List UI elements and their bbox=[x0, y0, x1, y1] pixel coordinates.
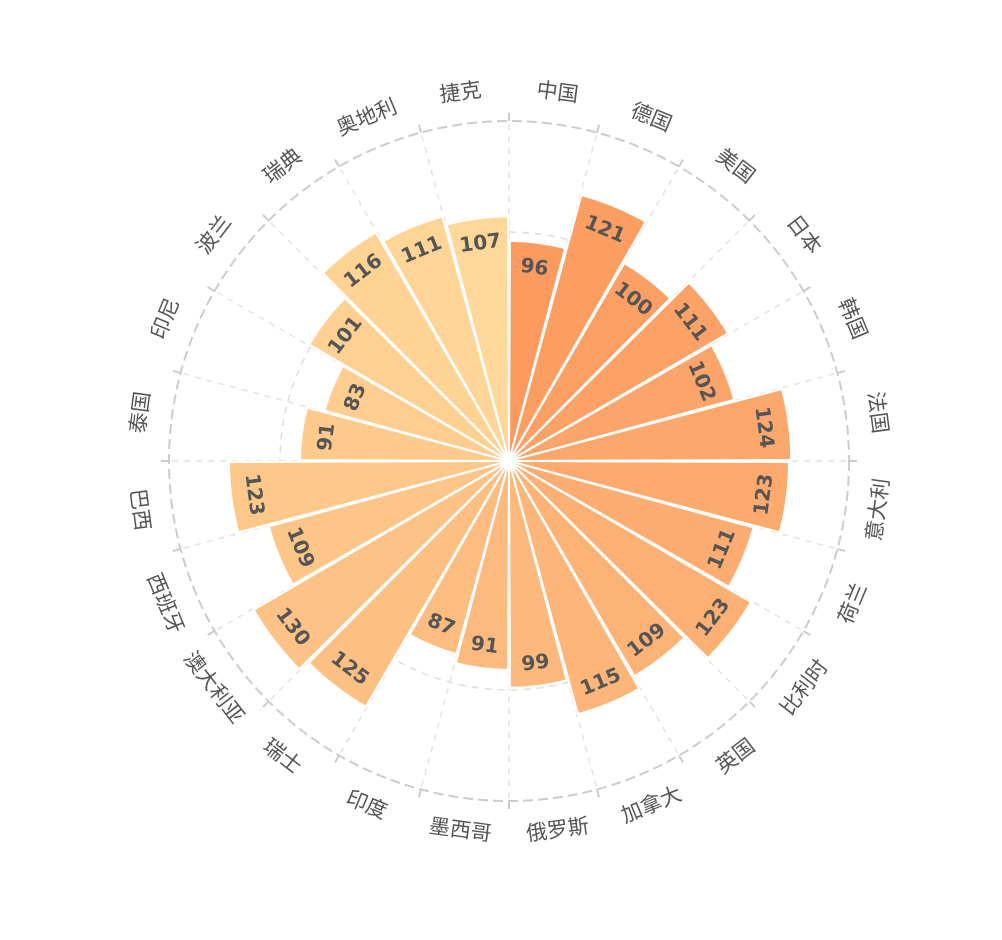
grid-layer bbox=[161, 113, 857, 809]
category-label: 中国 bbox=[535, 78, 580, 107]
category-label: 捷克 bbox=[438, 78, 483, 107]
grid-spoke bbox=[510, 467, 598, 790]
category-label: 奥地利 bbox=[333, 94, 400, 140]
axis-tick bbox=[837, 548, 846, 553]
bar-14[interactable] bbox=[408, 465, 509, 656]
axis-tick bbox=[207, 630, 216, 636]
bar-layer bbox=[227, 193, 793, 716]
axis-tick bbox=[417, 789, 422, 798]
grid-spoke bbox=[420, 132, 508, 455]
value-label: 124 bbox=[750, 405, 779, 450]
category-label: 韩国 bbox=[834, 295, 872, 343]
grid-spoke bbox=[214, 290, 504, 459]
axis-tick bbox=[802, 630, 811, 636]
value-label: 99 bbox=[520, 648, 551, 675]
category-label: 印度 bbox=[343, 786, 391, 824]
grid-spoke bbox=[420, 467, 508, 790]
axis-tick bbox=[678, 159, 684, 168]
category-label: 墨西哥 bbox=[428, 814, 494, 846]
axis-tick bbox=[262, 700, 270, 708]
bar-8[interactable] bbox=[513, 461, 755, 589]
bar-7[interactable] bbox=[514, 460, 791, 534]
category-label: 瑞士 bbox=[259, 734, 307, 779]
category-label: 巴西 bbox=[126, 487, 155, 532]
axis-tick bbox=[748, 214, 756, 222]
axis-tick bbox=[678, 754, 684, 763]
category-label: 日本 bbox=[782, 211, 827, 259]
value-label: 96 bbox=[519, 253, 550, 280]
grid-spoke bbox=[268, 465, 505, 702]
category-label: 波兰 bbox=[192, 211, 237, 259]
grid-spoke bbox=[511, 166, 680, 456]
category-label: 泰国 bbox=[126, 390, 155, 435]
bar-6[interactable] bbox=[514, 387, 793, 462]
bar-21[interactable] bbox=[307, 296, 506, 459]
bar-10[interactable] bbox=[511, 464, 686, 678]
category-label: 美国 bbox=[711, 144, 759, 189]
bar-11[interactable] bbox=[509, 465, 641, 716]
category-label: 荷兰 bbox=[834, 579, 872, 627]
value-label: 123 bbox=[241, 472, 270, 517]
axis-tick bbox=[262, 214, 270, 222]
grid-spoke bbox=[513, 220, 750, 457]
bar-17[interactable] bbox=[267, 461, 505, 586]
category-label: 瑞典 bbox=[259, 144, 307, 189]
axis-tick bbox=[596, 124, 601, 133]
grid-spoke bbox=[180, 372, 503, 460]
category-label: 德国 bbox=[627, 98, 675, 136]
grid-spoke bbox=[515, 372, 838, 460]
category-label: 西班牙 bbox=[142, 570, 188, 637]
grid-spoke bbox=[180, 462, 503, 550]
bar-20[interactable] bbox=[323, 364, 505, 461]
bar-16[interactable] bbox=[252, 463, 506, 671]
value-label: 123 bbox=[748, 472, 777, 517]
grid-spoke bbox=[338, 166, 507, 456]
bar-24[interactable] bbox=[445, 215, 510, 456]
bar-5[interactable] bbox=[513, 343, 736, 461]
category-label: 意大利 bbox=[862, 477, 894, 543]
axis-tick bbox=[207, 286, 216, 292]
grid-spoke bbox=[514, 463, 804, 632]
grid-spoke bbox=[515, 462, 838, 550]
bar-22[interactable] bbox=[321, 231, 507, 458]
value-label: 91 bbox=[312, 421, 339, 452]
axis-tick bbox=[334, 754, 340, 763]
axis-tick bbox=[334, 159, 340, 168]
axis-tick bbox=[172, 369, 181, 374]
grid-spoke bbox=[214, 463, 504, 632]
bar-12[interactable] bbox=[508, 466, 569, 689]
axis-tick bbox=[802, 286, 811, 292]
grid-spoke bbox=[338, 466, 507, 756]
bar-15[interactable] bbox=[307, 464, 507, 709]
category-label: 加拿大 bbox=[618, 782, 685, 828]
bar-3[interactable] bbox=[511, 261, 672, 458]
category-label: 比利时 bbox=[775, 655, 832, 720]
bar-23[interactable] bbox=[381, 215, 509, 457]
bar-2[interactable] bbox=[509, 193, 648, 457]
category-label: 澳大利亚 bbox=[179, 647, 249, 728]
grid-spoke bbox=[511, 466, 680, 756]
category-label: 法国 bbox=[863, 390, 892, 435]
grid-spoke bbox=[513, 465, 750, 702]
bar-9[interactable] bbox=[512, 463, 753, 660]
axis-tick bbox=[417, 124, 422, 133]
grid-spoke bbox=[268, 220, 505, 457]
axis-tick bbox=[837, 369, 846, 374]
grid-spoke bbox=[514, 290, 804, 459]
bar-4[interactable] bbox=[512, 281, 730, 459]
bar-18[interactable] bbox=[227, 460, 504, 534]
grid-spoke bbox=[510, 132, 598, 455]
axis-tick bbox=[748, 700, 756, 708]
value-label: 107 bbox=[458, 228, 503, 257]
axis-tick bbox=[596, 789, 601, 798]
value-label: 91 bbox=[469, 631, 500, 658]
category-label: 英国 bbox=[711, 734, 759, 779]
category-label: 俄罗斯 bbox=[525, 814, 591, 846]
bar-13[interactable] bbox=[454, 466, 510, 672]
axis-tick bbox=[172, 548, 181, 553]
bar-19[interactable] bbox=[298, 406, 504, 462]
category-label: 印尼 bbox=[146, 295, 184, 343]
